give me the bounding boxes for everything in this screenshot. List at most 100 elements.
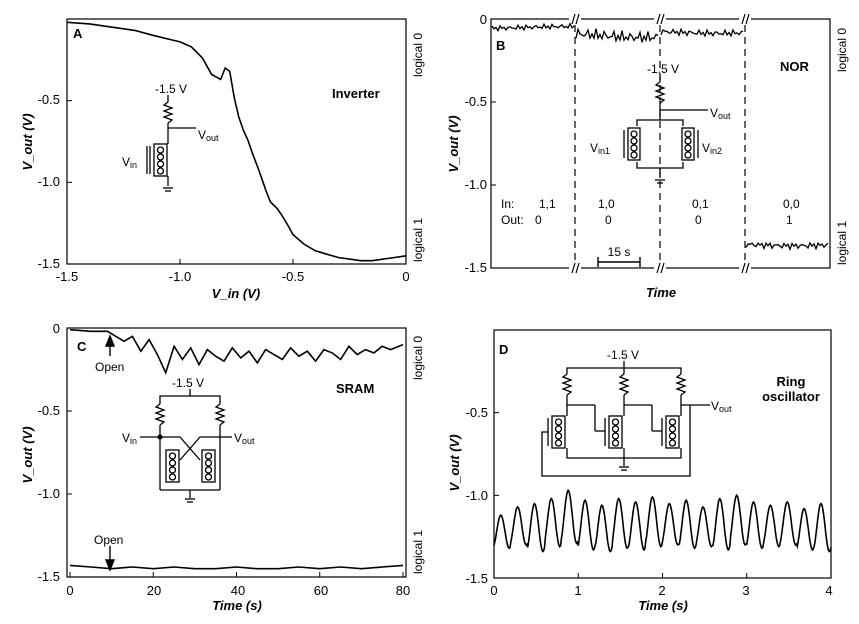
panel-a-xlabel: V_in (V) xyxy=(212,286,260,301)
panel-b-ylabel: V_out (V) xyxy=(446,115,461,172)
panel-c-open-annotation: Open xyxy=(94,533,123,547)
panel-d-oscillation-trace xyxy=(493,489,832,553)
panel-b-state-in: 0,1 xyxy=(692,197,709,211)
panel-b-state-out: 0 xyxy=(605,213,612,227)
panel-c-open-arrow xyxy=(104,334,116,572)
panel-b-xlabel: Time xyxy=(646,285,676,300)
panel-b-state-in: 0,0 xyxy=(783,197,800,211)
panel-d-title-line2: oscillator xyxy=(762,389,820,404)
panel-c-trace-1 xyxy=(69,564,404,570)
panel-d-xtick: 3 xyxy=(742,583,749,598)
panel-b-out-label: Out: xyxy=(501,213,524,227)
panel-c-ytick: -1.0 xyxy=(38,486,60,501)
panel-d-xlabel: Time (s) xyxy=(638,598,688,613)
panel-b-scale-label: 15 s xyxy=(608,245,631,259)
panel-a-ytick: -1.5 xyxy=(38,256,60,271)
panel-a-ytick: -1.0 xyxy=(38,174,60,189)
panel-b-trace-segment xyxy=(660,27,744,38)
panel-c-logical0: logical 0 xyxy=(411,336,425,380)
panel-c-letter: C xyxy=(77,339,87,354)
panel-c: C SRAM -1.5 -1.0 -0.5 0 0 20 40 60 80 Ti… xyxy=(20,321,425,613)
panel-b-supply-label: -1.5 V xyxy=(647,62,679,76)
panel-d-xtick: 0 xyxy=(490,583,497,598)
panel-b-vin1-label: Vin1 xyxy=(590,141,610,156)
panel-d-ring-circuit xyxy=(541,361,710,477)
panel-b-ytick: -0.5 xyxy=(465,94,487,109)
panel-b-state-out: 0 xyxy=(695,213,702,227)
panel-c-vin-label: Vin xyxy=(122,431,137,446)
panel-d-letter: D xyxy=(499,342,508,357)
panel-a-ylabel: V_out (V) xyxy=(20,113,35,170)
panel-a: A Inverter -1.5 -1.0 -0.5 -1.5 -1.0 -0.5… xyxy=(20,18,425,301)
panel-a-letter: A xyxy=(73,26,83,41)
panel-d-xtick: 1 xyxy=(574,583,581,598)
panel-d-xtick: 2 xyxy=(658,583,665,598)
panel-b-vout-label: Vout xyxy=(710,106,731,121)
panel-b-ytick: -1.0 xyxy=(465,177,487,192)
panel-d: D Ring oscillator -1.5 -1.0 -0.5 0 1 2 3… xyxy=(447,329,833,613)
panel-b-ytick: -1.5 xyxy=(465,260,487,275)
panel-a-vout-label: Vout xyxy=(198,128,219,143)
panel-c-data xyxy=(67,327,404,578)
panel-d-ytick: -1.0 xyxy=(466,488,488,503)
panel-c-xtick: 80 xyxy=(396,583,410,598)
panel-b-ytick: 0 xyxy=(480,12,487,27)
panel-c-ytick: -1.5 xyxy=(38,569,60,584)
panel-a-xtick: -1.0 xyxy=(169,269,191,284)
panel-c-xlabel: Time (s) xyxy=(212,598,262,613)
panel-a-xtick: 0 xyxy=(402,269,409,284)
panel-d-xtick: 4 xyxy=(825,583,832,598)
panel-b-nor-circuit xyxy=(623,76,708,184)
panel-b-trace-segment xyxy=(575,27,659,44)
panel-a-frame xyxy=(66,18,407,265)
panel-c-ylabel: V_out (V) xyxy=(20,426,35,483)
panel-c-ytick: 0 xyxy=(53,321,60,336)
panel-c-supply-label: -1.5 V xyxy=(172,376,204,390)
panel-b-state-out: 1 xyxy=(786,213,793,227)
panel-c-trace-0 xyxy=(69,328,404,376)
panel-b-trace-segment xyxy=(491,22,575,33)
panel-a-data xyxy=(66,18,407,265)
panel-a-title: Inverter xyxy=(332,86,380,101)
panel-c-xtick: 60 xyxy=(314,583,328,598)
panel-a-vin-label: Vin xyxy=(122,155,137,170)
panel-c-vin-node xyxy=(157,434,163,440)
panel-b-logical0: logical 0 xyxy=(835,28,849,72)
panel-d-vout-label: Vout xyxy=(711,399,732,414)
panel-c-open-annotation: Open xyxy=(95,360,124,374)
panel-c-logical1: logical 1 xyxy=(411,530,425,574)
panel-b-logical1: logical 1 xyxy=(835,221,849,265)
panel-d-ylabel: V_out (V) xyxy=(447,434,462,491)
panel-a-logical1: logical 1 xyxy=(411,218,425,262)
panel-c-vout-label: Vout xyxy=(234,431,255,446)
panel-b-breaks xyxy=(574,25,746,262)
panel-d-data xyxy=(493,329,832,579)
panel-b-in-label: In: xyxy=(501,197,514,211)
panel-b-state-in: 1,1 xyxy=(539,197,556,211)
panel-c-sram-circuit xyxy=(140,389,232,503)
panel-a-transfer-curve xyxy=(66,21,407,262)
panel-b-letter: B xyxy=(496,38,505,53)
panel-d-title-line1: Ring xyxy=(777,374,806,389)
panel-c-xtick: 20 xyxy=(147,583,161,598)
panel-b-state-out: 0 xyxy=(535,213,542,227)
panel-b-trace-segment xyxy=(745,241,829,252)
panel-c-title: SRAM xyxy=(336,381,374,396)
panel-b-title: NOR xyxy=(780,59,810,74)
panel-c-xtick: 0 xyxy=(66,583,73,598)
panel-a-xtick: -1.5 xyxy=(56,269,78,284)
panel-b: B NOR -1.5 -1.0 -0.5 0 Time V_out (V) lo… xyxy=(446,12,849,300)
panel-b-scale-bar xyxy=(597,257,641,267)
panel-a-xtick: -0.5 xyxy=(282,269,304,284)
panel-d-supply-label: -1.5 V xyxy=(607,348,639,362)
panel-a-inverter-circuit xyxy=(146,95,196,192)
panel-b-break-marks xyxy=(569,13,751,274)
panel-c-xtick: 40 xyxy=(231,583,245,598)
panel-b-data xyxy=(491,18,829,269)
panel-b-vin2-label: Vin2 xyxy=(702,141,722,156)
panel-a-supply-label: -1.5 V xyxy=(155,82,187,96)
panel-a-ytick: -0.5 xyxy=(38,92,60,107)
panel-b-state-in: 1,0 xyxy=(598,197,615,211)
panel-d-ytick: -0.5 xyxy=(466,405,488,420)
